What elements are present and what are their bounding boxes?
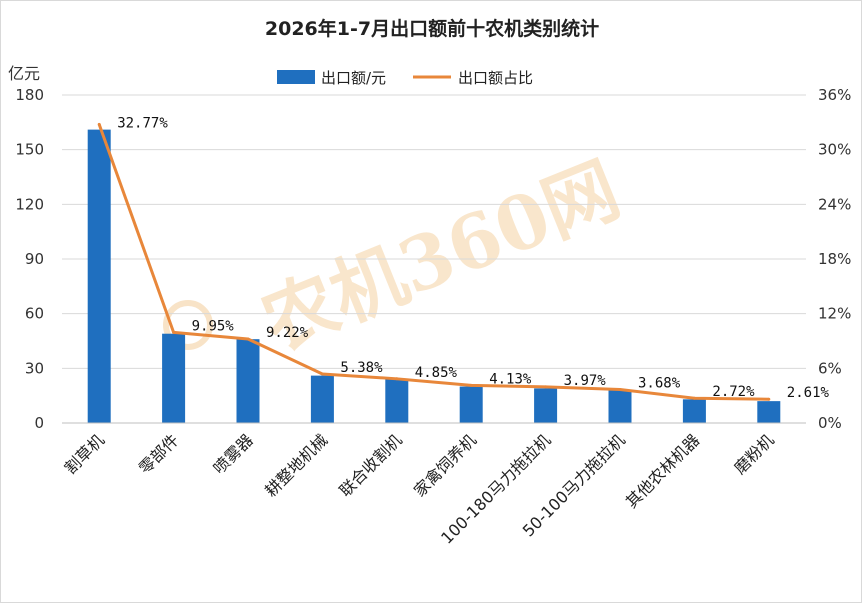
line-point xyxy=(395,377,399,381)
bar xyxy=(608,390,632,423)
category-label: 耕整地机械 xyxy=(261,430,331,500)
category-label: 磨粉机 xyxy=(730,430,777,477)
bar xyxy=(310,375,334,423)
data-label: 9.95% xyxy=(192,318,235,334)
y-right-tick-label: 30% xyxy=(818,141,851,159)
y-left-tick-label: 120 xyxy=(15,195,44,213)
line-point xyxy=(469,383,473,387)
category-label: 喷雾器 xyxy=(209,430,256,477)
line-point xyxy=(544,385,548,389)
line-point xyxy=(97,122,101,126)
line-point xyxy=(692,396,696,400)
y-left-tick-label: 60 xyxy=(25,305,44,323)
legend-line-label: 出口额占比 xyxy=(458,69,533,87)
bar xyxy=(459,386,483,423)
data-label: 3.97% xyxy=(564,373,607,389)
y-right-tick-label: 18% xyxy=(818,250,851,268)
category-label: 家禽饲养机 xyxy=(410,430,480,500)
line-point xyxy=(320,372,324,376)
data-label: 2.72% xyxy=(712,384,755,400)
line-point xyxy=(172,330,176,334)
bar xyxy=(682,399,706,423)
data-label: 4.13% xyxy=(489,371,532,387)
category-label: 其他农林机器 xyxy=(622,430,703,511)
y-right-tick-label: 6% xyxy=(818,359,842,377)
grid-lines xyxy=(62,94,806,369)
bar xyxy=(162,333,186,423)
line-point xyxy=(246,337,250,341)
bar xyxy=(385,379,409,423)
y-left-tick-label: 90 xyxy=(25,250,44,268)
bar xyxy=(757,401,781,423)
bar-series xyxy=(87,129,781,423)
data-label: 4.85% xyxy=(415,365,458,381)
bar xyxy=(236,339,260,423)
y-left-tick-label: 30 xyxy=(25,359,44,377)
share-line xyxy=(97,123,769,401)
y-right-tick-label: 0% xyxy=(818,414,842,432)
category-label: 零部件 xyxy=(135,430,182,477)
y-right-tick-label: 24% xyxy=(818,195,851,213)
watermark: 农机360网 xyxy=(163,146,631,367)
data-label: 32.77% xyxy=(117,115,168,131)
data-label: 5.38% xyxy=(340,360,383,376)
y-right-tick-label: 12% xyxy=(818,305,851,323)
line-point xyxy=(618,387,622,391)
legend: 出口额/元 出口额占比 xyxy=(277,69,533,87)
y-left-tick-label: 150 xyxy=(15,141,44,159)
y-axis-unit-label: 亿元 xyxy=(8,64,41,83)
legend-bar-swatch xyxy=(277,70,315,84)
axes: 0 0% 30 6% 60 12% 90 18% 120 24% 150 30% 180 36% 割草机 零部… xyxy=(15,86,851,548)
bar xyxy=(87,129,111,423)
line-series xyxy=(97,122,771,401)
watermark-logo-icon xyxy=(163,300,213,350)
data-label: 2.61% xyxy=(787,385,830,401)
chart-title: 2026年1-7月出口额前十农机类别统计 xyxy=(264,18,600,40)
data-label: 3.68% xyxy=(638,375,681,391)
y-right-tick-label: 36% xyxy=(818,86,851,104)
y-left-tick-label: 180 xyxy=(15,86,44,104)
category-label: 割草机 xyxy=(61,430,108,477)
data-label: 9.22% xyxy=(266,325,309,341)
bar xyxy=(534,388,558,423)
category-label: 联合收割机 xyxy=(336,430,406,500)
data-labels: 32.77% 9.95% 9.22% 5.38% 4.85% 4.13% 3.97% 3.68… xyxy=(117,115,829,401)
line-point xyxy=(767,397,771,401)
y-left-tick-label: 0 xyxy=(34,414,44,432)
legend-bar-label: 出口额/元 xyxy=(321,69,386,87)
